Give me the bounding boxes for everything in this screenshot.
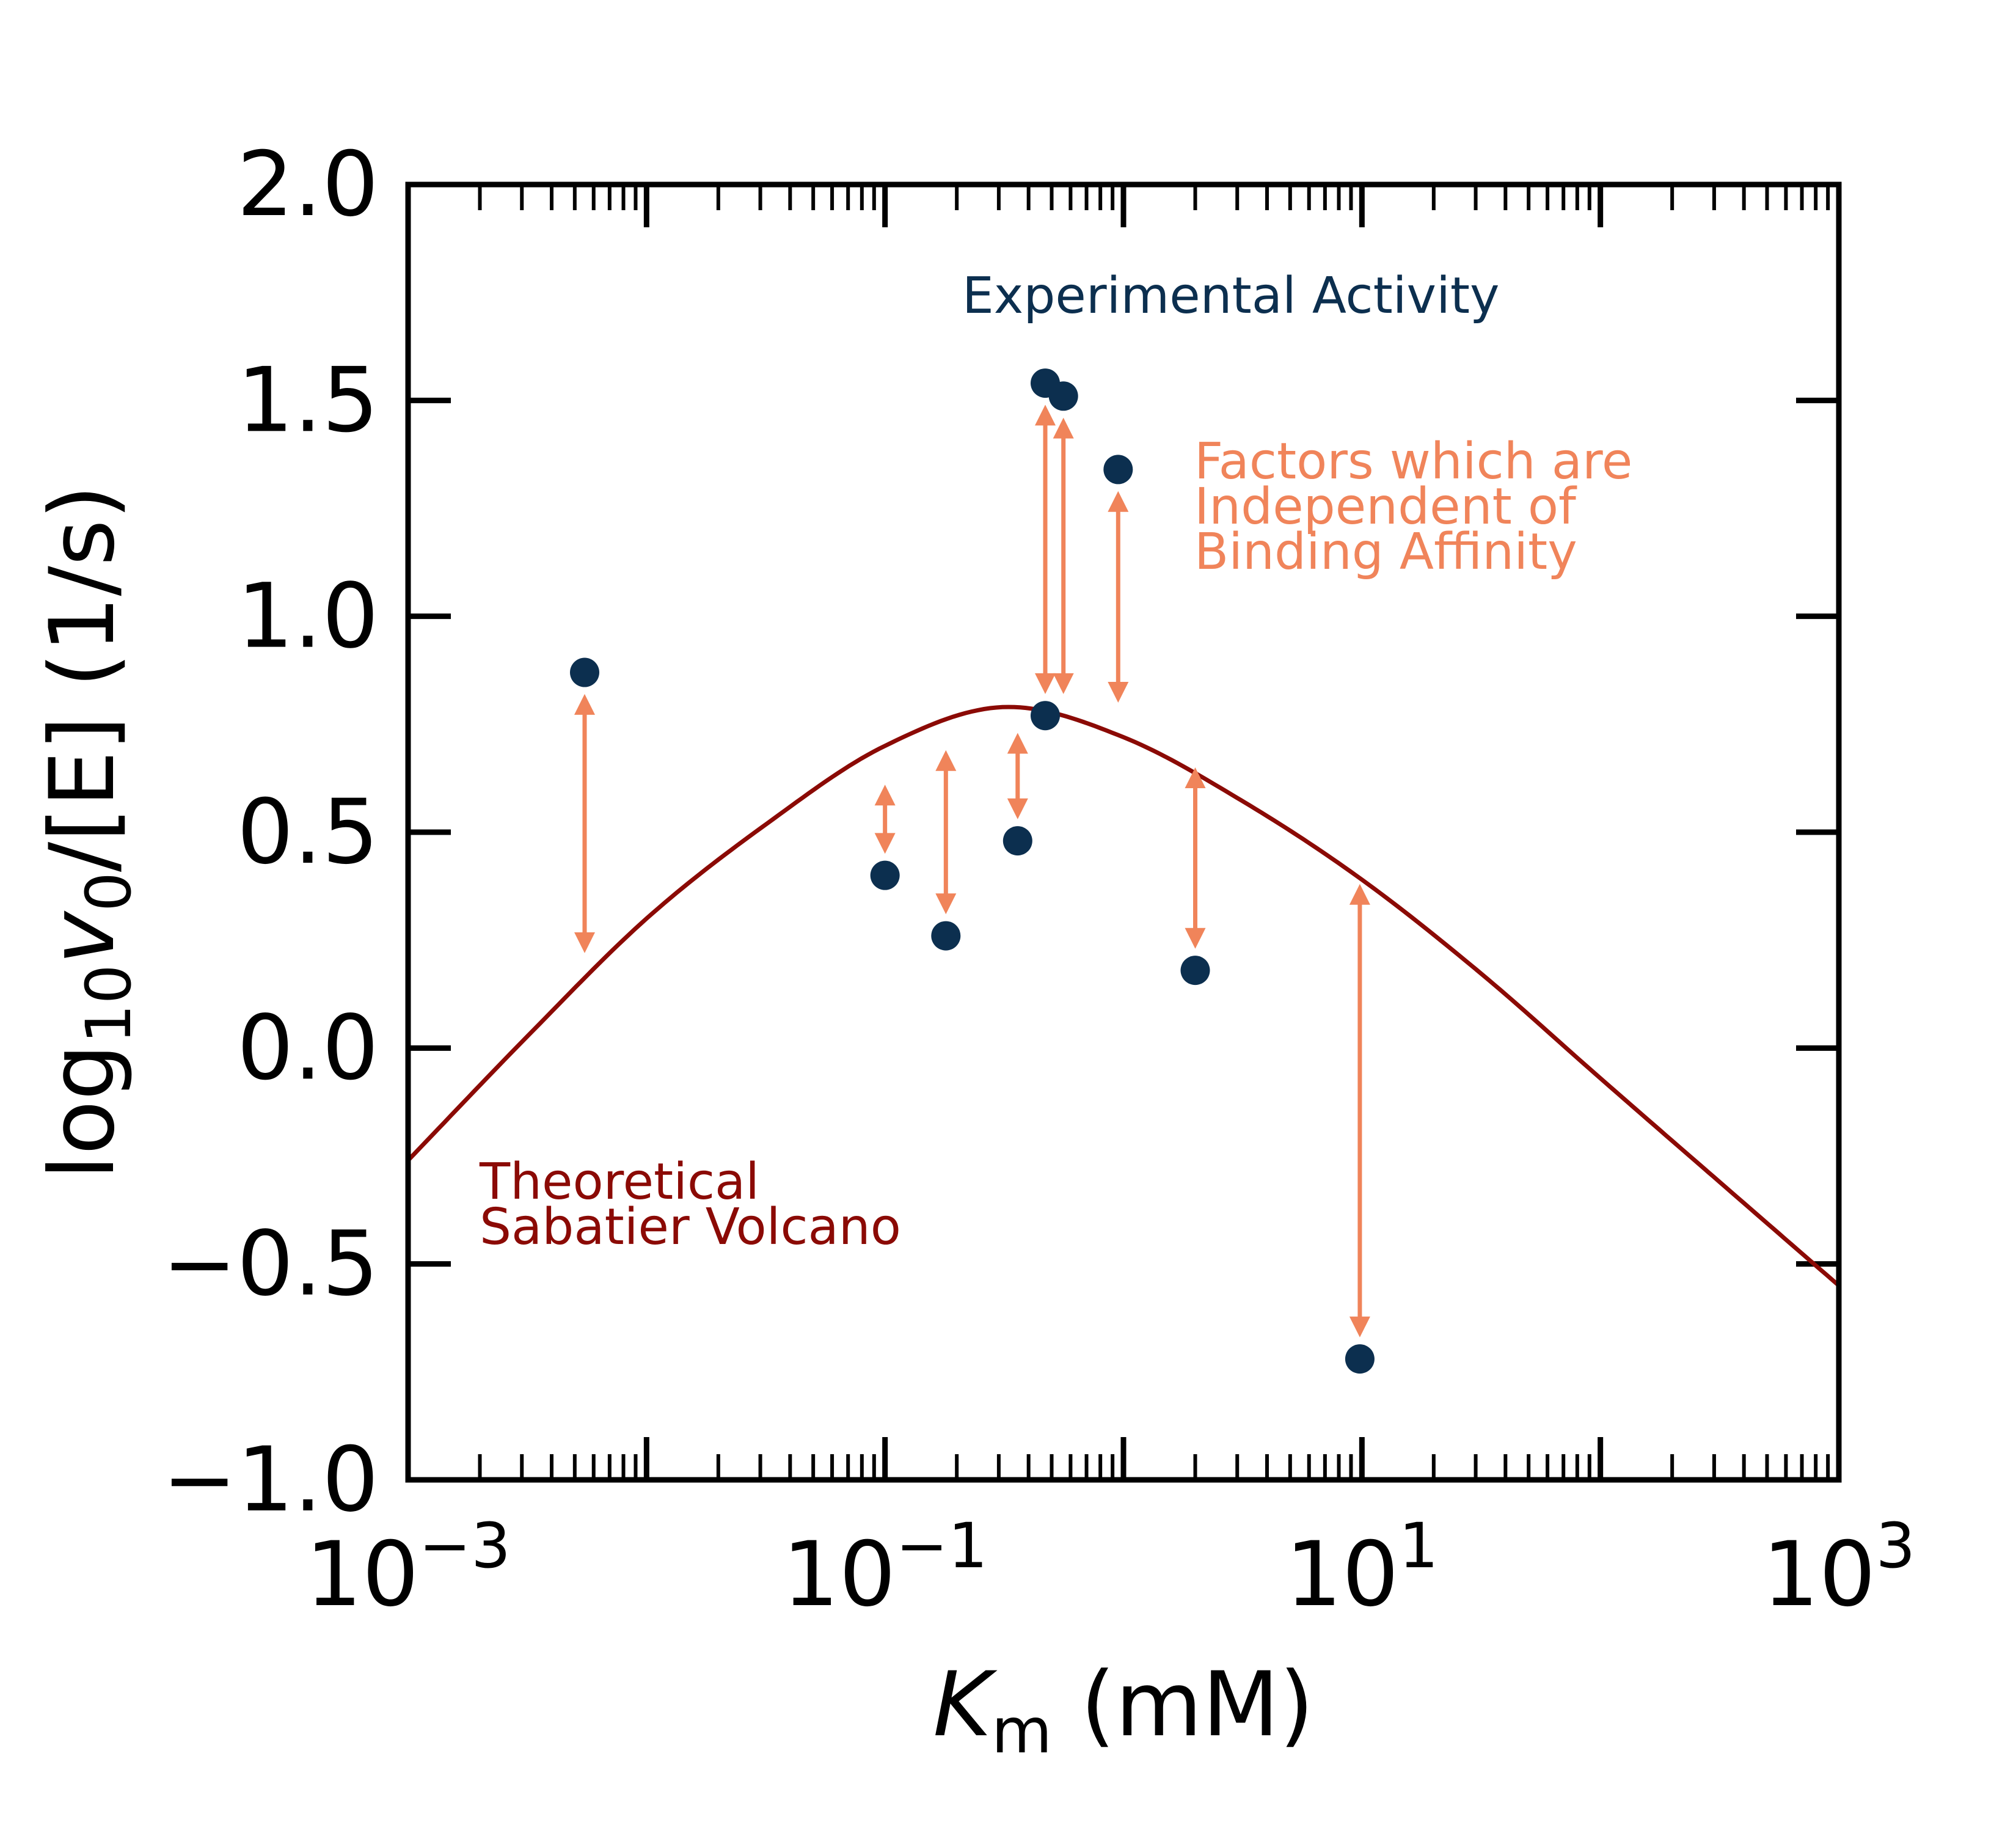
y-tick-label: 1.0 <box>237 565 379 668</box>
major-ticks <box>408 185 1839 1480</box>
volcano-curve <box>406 704 1841 1287</box>
experimental-points <box>569 368 1375 1374</box>
plot-frame <box>405 181 1842 1483</box>
factor-arrow <box>874 785 896 854</box>
y-tick-label: −1.0 <box>162 1428 379 1532</box>
factor-arrow <box>1053 417 1074 694</box>
factor-arrow <box>1108 491 1129 703</box>
experimental-point <box>1180 956 1210 986</box>
annotation-theoretical-volcano: Theoretical Sabatier Volcano <box>479 1153 901 1256</box>
x-tick-label: 103 <box>1762 1510 1916 1626</box>
experimental-point <box>1103 455 1133 485</box>
annotation-experimental-activity: Experimental Activity <box>962 267 1500 325</box>
factor-arrow <box>1007 733 1028 819</box>
minor-ticks <box>478 185 1830 1480</box>
y-tick-label: 2.0 <box>237 133 379 236</box>
x-tick-label: 10−3 <box>305 1510 511 1626</box>
factor-arrow <box>1185 767 1206 949</box>
y-tick-labels: −1.0 −0.5 0.0 0.5 1.0 1.5 2.0 <box>162 133 379 1532</box>
annotation-factors: Factors which are Independent of Binding A… <box>1194 433 1632 581</box>
x-tick-label: 10−1 <box>783 1510 988 1626</box>
y-tick-label: 1.5 <box>237 348 379 452</box>
y-axis-label: log10v0/[E] (1/s) <box>31 485 145 1180</box>
experimental-point <box>1031 701 1061 731</box>
x-axis-label: Km (mM) <box>933 1653 1314 1768</box>
experimental-point <box>1048 381 1078 411</box>
x-tick-label: 101 <box>1285 1510 1439 1626</box>
factor-arrow <box>1035 404 1056 694</box>
factor-arrow <box>935 750 957 915</box>
y-tick-label: 0.5 <box>237 780 379 884</box>
experimental-point <box>931 921 961 951</box>
y-tick-label: −0.5 <box>162 1212 379 1316</box>
factor-arrow <box>574 693 595 953</box>
experimental-point <box>1345 1344 1375 1374</box>
y-tick-label: 0.0 <box>237 996 379 1100</box>
factor-arrows <box>574 404 1370 1337</box>
experimental-point <box>569 657 599 687</box>
factor-arrow <box>1349 884 1370 1337</box>
experimental-point <box>1003 826 1032 856</box>
experimental-point <box>870 860 900 890</box>
x-tick-labels: 10−3 10−1 101 103 <box>305 1510 1915 1626</box>
